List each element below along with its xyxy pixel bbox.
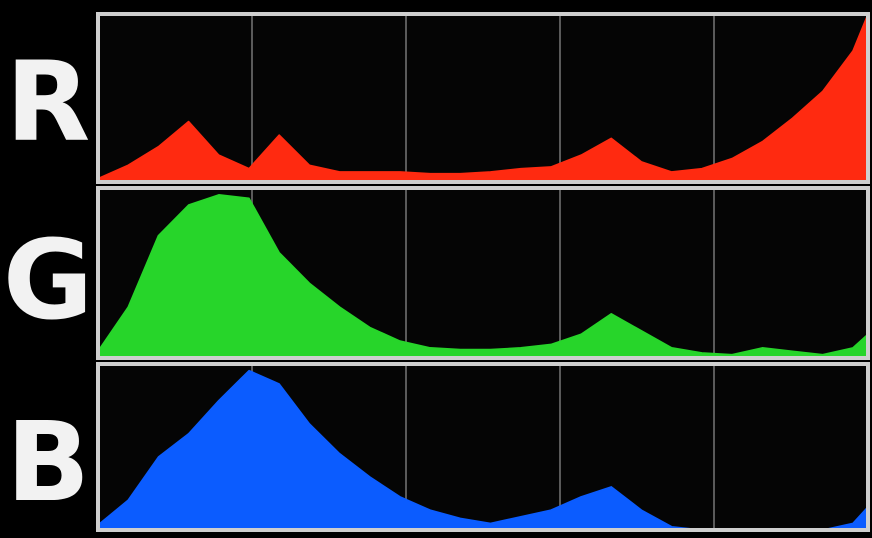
histogram-panel-r (98, 14, 868, 182)
channel-label-r: R (6, 38, 91, 166)
histogram-panel-g (98, 188, 868, 358)
channel-label-g: G (3, 216, 93, 344)
channel-label-b: B (6, 398, 90, 526)
histogram-panel-b (98, 364, 868, 530)
